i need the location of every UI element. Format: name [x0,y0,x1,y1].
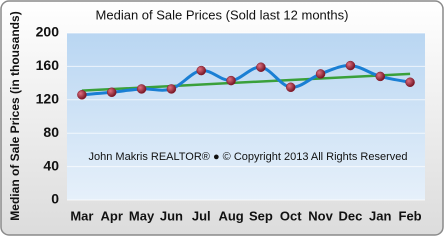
y-axis-label: Median of Sale Prices (in thousands) [8,11,22,220]
point [196,65,206,76]
annotation: John Makris REALTOR® ● © Copyright 2013 … [89,151,408,163]
x-tick-label: Aug [218,208,243,223]
point [405,77,415,88]
x-tick-label: Nov [308,208,333,223]
y-tick-label: 80 [43,124,59,140]
point [136,84,147,94]
y-tick-label: 0 [51,191,59,207]
y-tick-label: 160 [36,57,60,73]
y-tick-label: 40 [43,157,59,173]
x-tick-label: Mar [70,208,93,223]
point [315,69,326,79]
y-tick-label: 120 [36,91,60,107]
point [166,84,177,94]
point [256,62,266,72]
chart: Median of Sale Prices (Sold last 12 mont… [0,0,444,236]
x-tick-label: Apr [101,208,123,223]
point [226,75,236,86]
y-tick-label: 200 [36,24,60,40]
x-tick-label: Jul [192,208,211,223]
plot-area [67,33,425,200]
point [77,90,87,100]
x-tick-label: Dec [338,208,362,223]
point [107,87,117,98]
layer: 0 40 80 120 160 200 Mar Apr May Jun Jul Aug Sep Oct No… [36,24,425,223]
point [286,82,296,93]
point [345,60,356,71]
x-tick-label: Sep [249,208,273,223]
x-tick-label: Feb [399,208,422,223]
chart-title: Median of Sale Prices (Sold last 12 mont… [96,7,349,22]
point [375,71,385,82]
x-tick-label: Oct [280,208,302,223]
x-tick-label: Jan [369,208,391,223]
x-tick-label: May [129,208,155,223]
x-tick-label: Jun [160,208,183,223]
